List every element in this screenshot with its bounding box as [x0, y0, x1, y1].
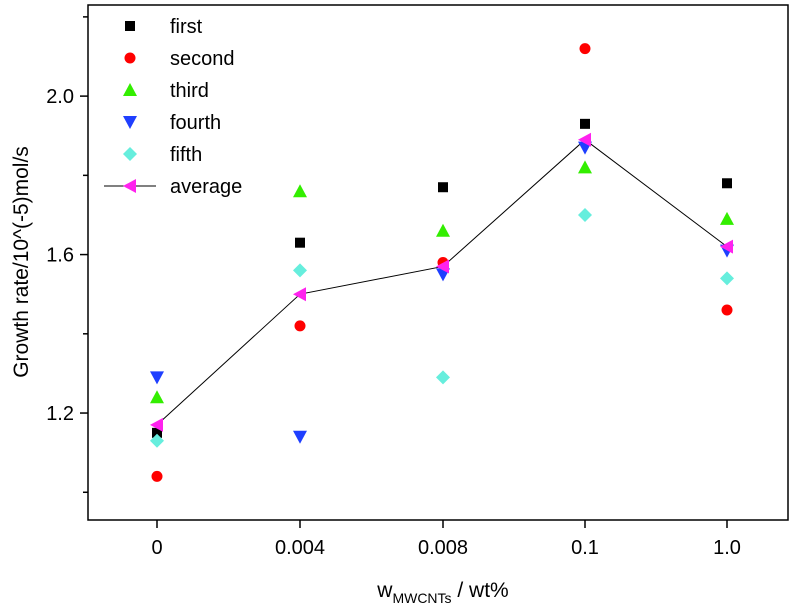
- average-point: [293, 287, 306, 302]
- first-point: [152, 427, 162, 438]
- x-axis-title-subscript: MWCNTs: [392, 590, 451, 606]
- fifth-point: [720, 271, 734, 286]
- legend-fourth-marker: [123, 116, 137, 129]
- y-axis-title: Growth rate/10^(-5)mol/s: [10, 146, 33, 378]
- second-point: [151, 470, 163, 482]
- x-axis-ticks: 0 0.004 0.008 0.1 1.0: [151, 520, 741, 559]
- fifth-point: [150, 433, 164, 448]
- y-axis-ticks: 1.2 1.6 2.0: [46, 16, 88, 494]
- y-tick-label: 1.6: [46, 245, 74, 267]
- x-axis-title-main: w: [376, 579, 393, 602]
- fourth-point: [150, 371, 164, 385]
- legend-third-label: third: [170, 80, 209, 102]
- legend-fourth-label: fourth: [170, 112, 221, 134]
- legend-first-marker: [125, 21, 135, 31]
- third-point: [436, 223, 450, 237]
- average-point: [578, 132, 591, 147]
- average-point: [150, 417, 163, 432]
- legend-fifth-label: fifth: [170, 144, 202, 166]
- third-point: [720, 211, 734, 225]
- third-point: [150, 390, 164, 404]
- y-tick-label: 2.0: [46, 86, 74, 108]
- second-point: [579, 43, 591, 55]
- first-point: [438, 182, 448, 193]
- legend-average-label: average: [170, 176, 242, 198]
- x-tick-label: 0.008: [418, 537, 468, 559]
- x-axis-title-suffix: / wt%: [452, 579, 509, 602]
- average-point: [436, 259, 449, 274]
- legend-second-label: second: [170, 48, 235, 70]
- legend-second-marker: [124, 52, 136, 64]
- plot-frame: [87, 4, 789, 521]
- x-tick-label: 0.004: [275, 537, 325, 559]
- x-axis-title: wMWCNTs / wt%: [376, 579, 508, 606]
- fifth-point: [436, 370, 450, 385]
- second-point: [294, 320, 306, 332]
- fifth-point: [578, 207, 592, 222]
- fifth-point: [293, 263, 307, 278]
- first-point: [295, 237, 305, 248]
- legend-average-marker: [123, 179, 136, 193]
- third-point: [293, 184, 307, 198]
- legend: first second third fourth fifth average: [104, 16, 242, 198]
- fourth-point: [293, 430, 307, 444]
- legend-first-label: first: [170, 16, 203, 38]
- x-tick-label: 0: [151, 537, 162, 559]
- average-point: [720, 239, 733, 254]
- data-points: [150, 43, 734, 482]
- x-tick-label: 0.1: [571, 537, 599, 559]
- y-tick-label: 1.2: [46, 403, 74, 425]
- second-point: [721, 304, 733, 316]
- first-point: [722, 178, 732, 189]
- third-point: [578, 160, 592, 174]
- legend-fifth-marker: [123, 147, 137, 161]
- first-point: [580, 118, 590, 129]
- legend-third-marker: [123, 83, 137, 96]
- x-tick-label: 1.0: [713, 537, 741, 559]
